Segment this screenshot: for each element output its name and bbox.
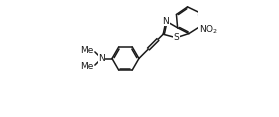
Text: Me: Me [80, 46, 93, 55]
Text: S: S [173, 33, 179, 42]
Text: N: N [98, 54, 105, 63]
Text: Me: Me [80, 62, 93, 71]
Text: N: N [163, 17, 169, 26]
Text: NO$_2$: NO$_2$ [199, 24, 218, 36]
